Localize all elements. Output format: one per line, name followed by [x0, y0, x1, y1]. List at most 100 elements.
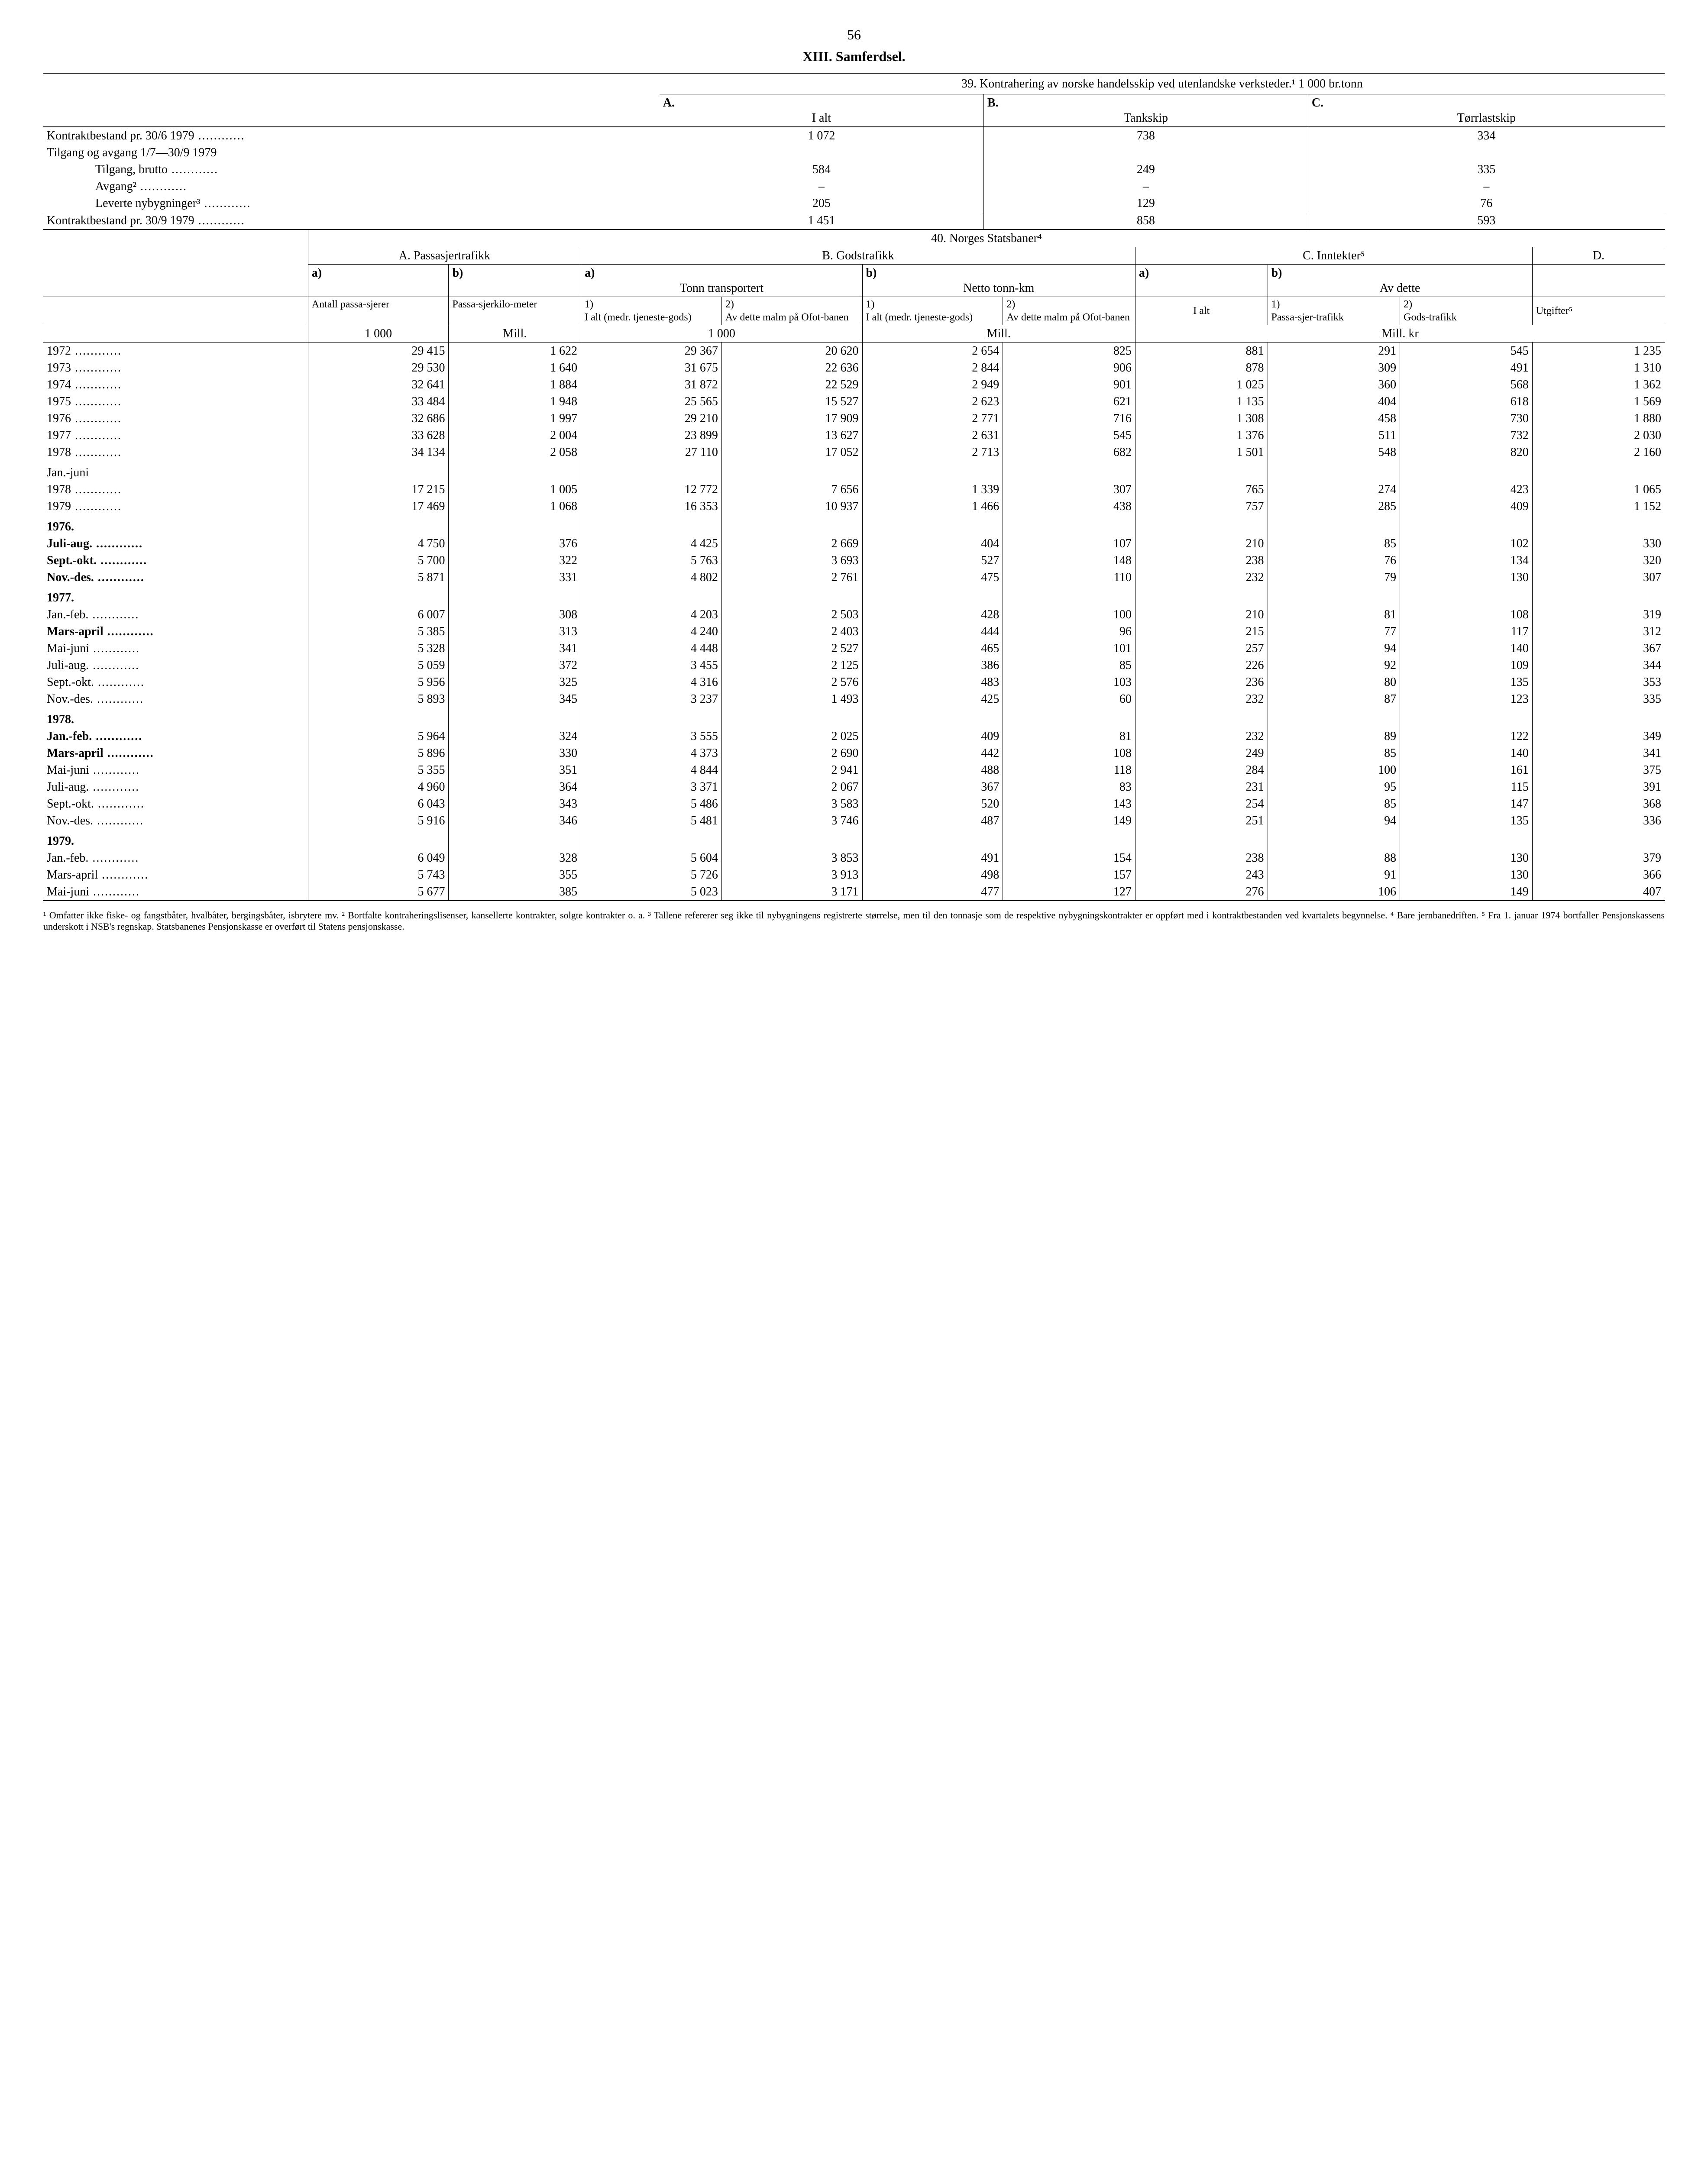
t40-cell: 2 761 — [721, 569, 862, 586]
t40-row-label: Jan.-feb. — [47, 730, 142, 743]
t40-cell: 423 — [1400, 481, 1533, 498]
t40-cell: 29 415 — [308, 343, 449, 360]
t40-cell: 100 — [1268, 762, 1400, 779]
t40-cell: 4 960 — [308, 779, 449, 795]
t40-cell: 87 — [1268, 691, 1400, 708]
t40-lh-bb2: Av dette malm på Ofot-banen — [1006, 312, 1130, 323]
t40-row-label: Sept.-okt. — [47, 797, 145, 811]
t40-cell: 15 527 — [721, 393, 862, 410]
t40-cell: 906 — [1003, 359, 1135, 376]
t40-cell: 115 — [1400, 779, 1533, 795]
t40-cell: 1 948 — [449, 393, 581, 410]
t40-cell: 355 — [449, 866, 581, 883]
t40-cell: 17 469 — [308, 498, 449, 515]
t40-gh-b: B. Godstrafikk — [581, 247, 1135, 265]
t40-cell: 483 — [862, 674, 1003, 691]
t39-cell — [984, 144, 1308, 161]
t40-cell: 386 — [862, 657, 1003, 674]
t40-cell: 2 941 — [721, 762, 862, 779]
t40-lh-d: Utgifter⁵ — [1532, 297, 1665, 325]
t40-cell: 458 — [1268, 410, 1400, 427]
t39-cell — [1308, 144, 1665, 161]
t40-cell: 161 — [1400, 762, 1533, 779]
t40-cell: 385 — [449, 883, 581, 901]
t40-row-label: Nov.-des. — [47, 814, 144, 827]
t40-cell: 33 628 — [308, 427, 449, 444]
t40-cell: 307 — [1003, 481, 1135, 498]
t40-cell: 254 — [1135, 795, 1268, 812]
t39-row-label: Kontraktbestand pr. 30/6 1979 — [47, 129, 245, 142]
t40-row: Mai-juni5 6773855 0233 17147712727610614… — [43, 883, 1665, 901]
t40-row: Mai-juni5 3553514 8442 94148811828410016… — [43, 762, 1665, 779]
t40-cell: 210 — [1135, 535, 1268, 552]
t40-row: Mars-april5 8963304 3732 690442108249851… — [43, 745, 1665, 762]
t40-cell: 23 899 — [581, 427, 722, 444]
t40-cell: 3 746 — [721, 812, 862, 829]
t40-cell: 1 376 — [1135, 427, 1268, 444]
t40-block-heading: 1977. — [43, 586, 308, 606]
t40-cell: 2 576 — [721, 674, 862, 691]
t40-cell: 29 367 — [581, 343, 722, 360]
t40-row-label: Jan.-feb. — [47, 851, 139, 865]
t40-cell: 232 — [1135, 691, 1268, 708]
t40-cell: 215 — [1135, 623, 1268, 640]
t39-cell: 129 — [984, 195, 1308, 212]
t40-cell: 238 — [1135, 850, 1268, 866]
t40-cell: 157 — [1003, 866, 1135, 883]
t40-cell: 83 — [1003, 779, 1135, 795]
t40-cell: 17 052 — [721, 444, 862, 461]
t40-row-label: 1979 — [47, 500, 122, 513]
t40-cell: 22 636 — [721, 359, 862, 376]
t40-cell: 308 — [449, 606, 581, 623]
t40-cell: 319 — [1532, 606, 1665, 623]
t40-cell: 3 853 — [721, 850, 862, 866]
t40-cell: 2 631 — [862, 427, 1003, 444]
t40-cell: 1 640 — [449, 359, 581, 376]
t40-cell: 346 — [449, 812, 581, 829]
t40-cell: 148 — [1003, 552, 1135, 569]
t40-lh-cb1-top: 1) — [1271, 299, 1280, 310]
t40-cell: 368 — [1532, 795, 1665, 812]
t40-cell: 77 — [1268, 623, 1400, 640]
t40-cell: 85 — [1268, 535, 1400, 552]
t40-cell: 548 — [1268, 444, 1400, 461]
t40-cell: 100 — [1003, 606, 1135, 623]
t40-cell: 901 — [1003, 376, 1135, 393]
t40-cell: 5 964 — [308, 728, 449, 745]
t39-row-label: Tilgang, brutto — [95, 163, 218, 176]
t39-row: Kontraktbestand pr. 30/6 19791 072738334 — [43, 127, 1665, 144]
t40-cell: 2 025 — [721, 728, 862, 745]
t39-cell: – — [984, 178, 1308, 195]
t40-cell: 130 — [1400, 569, 1533, 586]
t40-row: Jan.-feb.5 9643243 5552 0254098123289122… — [43, 728, 1665, 745]
t40-unit-bkm: Mill. — [862, 325, 1135, 343]
t40-cell: 3 693 — [721, 552, 862, 569]
t40-cell: 92 — [1268, 657, 1400, 674]
t40-lh-ab: Passa-sjerkilo-meter — [449, 297, 581, 325]
t40-cell: 106 — [1268, 883, 1400, 901]
t40-cell: 5 871 — [308, 569, 449, 586]
t40-cell: 3 913 — [721, 866, 862, 883]
t39-cell — [660, 144, 984, 161]
t40-cell: 366 — [1532, 866, 1665, 883]
t40-gh-a: A. Passasjertrafikk — [308, 247, 581, 265]
t40-row: Juli-aug.5 0593723 4552 1253868522692109… — [43, 657, 1665, 674]
t40-lh-ba1: I alt (medr. tjeneste-gods) — [585, 312, 692, 323]
t40-cell: 341 — [1532, 745, 1665, 762]
t40-cell: 335 — [1532, 691, 1665, 708]
t40-cell: 2 004 — [449, 427, 581, 444]
t40-cell: 4 802 — [581, 569, 722, 586]
t40-lh-bb1-top: 1) — [866, 299, 875, 310]
t40-cell: 545 — [1003, 427, 1135, 444]
t40-cell: 81 — [1003, 728, 1135, 745]
t40-cell: 27 110 — [581, 444, 722, 461]
t40-cell: 1 466 — [862, 498, 1003, 515]
t40-cell: 134 — [1400, 552, 1533, 569]
t40-row-label: 1977 — [47, 429, 122, 442]
t40-cell: 3 455 — [581, 657, 722, 674]
t40-cell: 33 484 — [308, 393, 449, 410]
t40-row: Mai-juni5 3283414 4482 52746510125794140… — [43, 640, 1665, 657]
t40-cell: 716 — [1003, 410, 1135, 427]
t39-row: Leverte nybygninger³20512976 — [43, 195, 1665, 212]
t40-cell: 5 893 — [308, 691, 449, 708]
